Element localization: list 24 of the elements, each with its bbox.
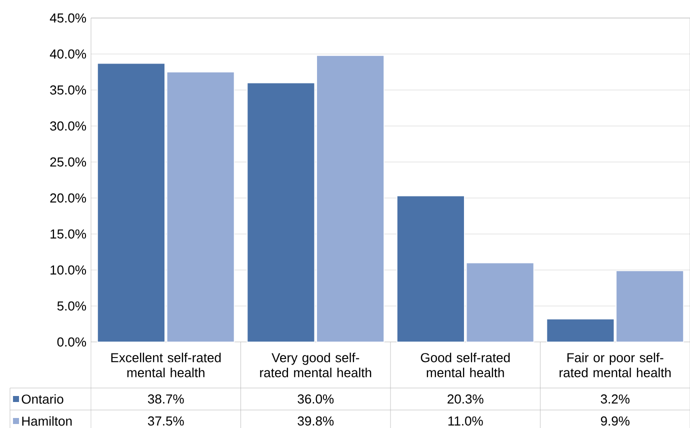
y-tick-label: 15.0% bbox=[50, 229, 86, 239]
y-tick-label: 0.0% bbox=[57, 337, 86, 347]
y-tick-label: 25.0% bbox=[50, 157, 86, 167]
data-label: 20.3% bbox=[448, 394, 484, 404]
y-tick-label: 5.0% bbox=[57, 301, 86, 311]
data-label: 39.8% bbox=[298, 416, 334, 426]
y-tick-label: 30.0% bbox=[50, 121, 86, 131]
y-tick-label: 10.0% bbox=[50, 265, 86, 275]
legend-label: Hamilton bbox=[22, 416, 72, 426]
y-tick-label: 35.0% bbox=[50, 85, 86, 95]
data-label: 3.2% bbox=[600, 394, 630, 404]
x-tick-label: Very good self-rated mental health bbox=[260, 352, 372, 378]
y-tick-label: 45.0% bbox=[50, 13, 86, 23]
data-label: 11.0% bbox=[448, 416, 483, 426]
data-label: 37.5% bbox=[148, 416, 184, 426]
data-label: 36.0% bbox=[298, 394, 334, 404]
y-tick-label: 40.0% bbox=[50, 49, 86, 59]
data-label: 38.7% bbox=[148, 394, 184, 404]
x-tick-label: Good self-rated mental health bbox=[420, 352, 510, 378]
x-tick-label: Fair or poor self-rated mental health bbox=[560, 352, 671, 378]
legend-label: Ontario bbox=[22, 394, 64, 404]
y-tick-label: 20.0% bbox=[50, 193, 86, 203]
x-tick-label: Excellent self-rated mental health bbox=[111, 352, 221, 378]
data-label: 9.9% bbox=[600, 416, 630, 426]
